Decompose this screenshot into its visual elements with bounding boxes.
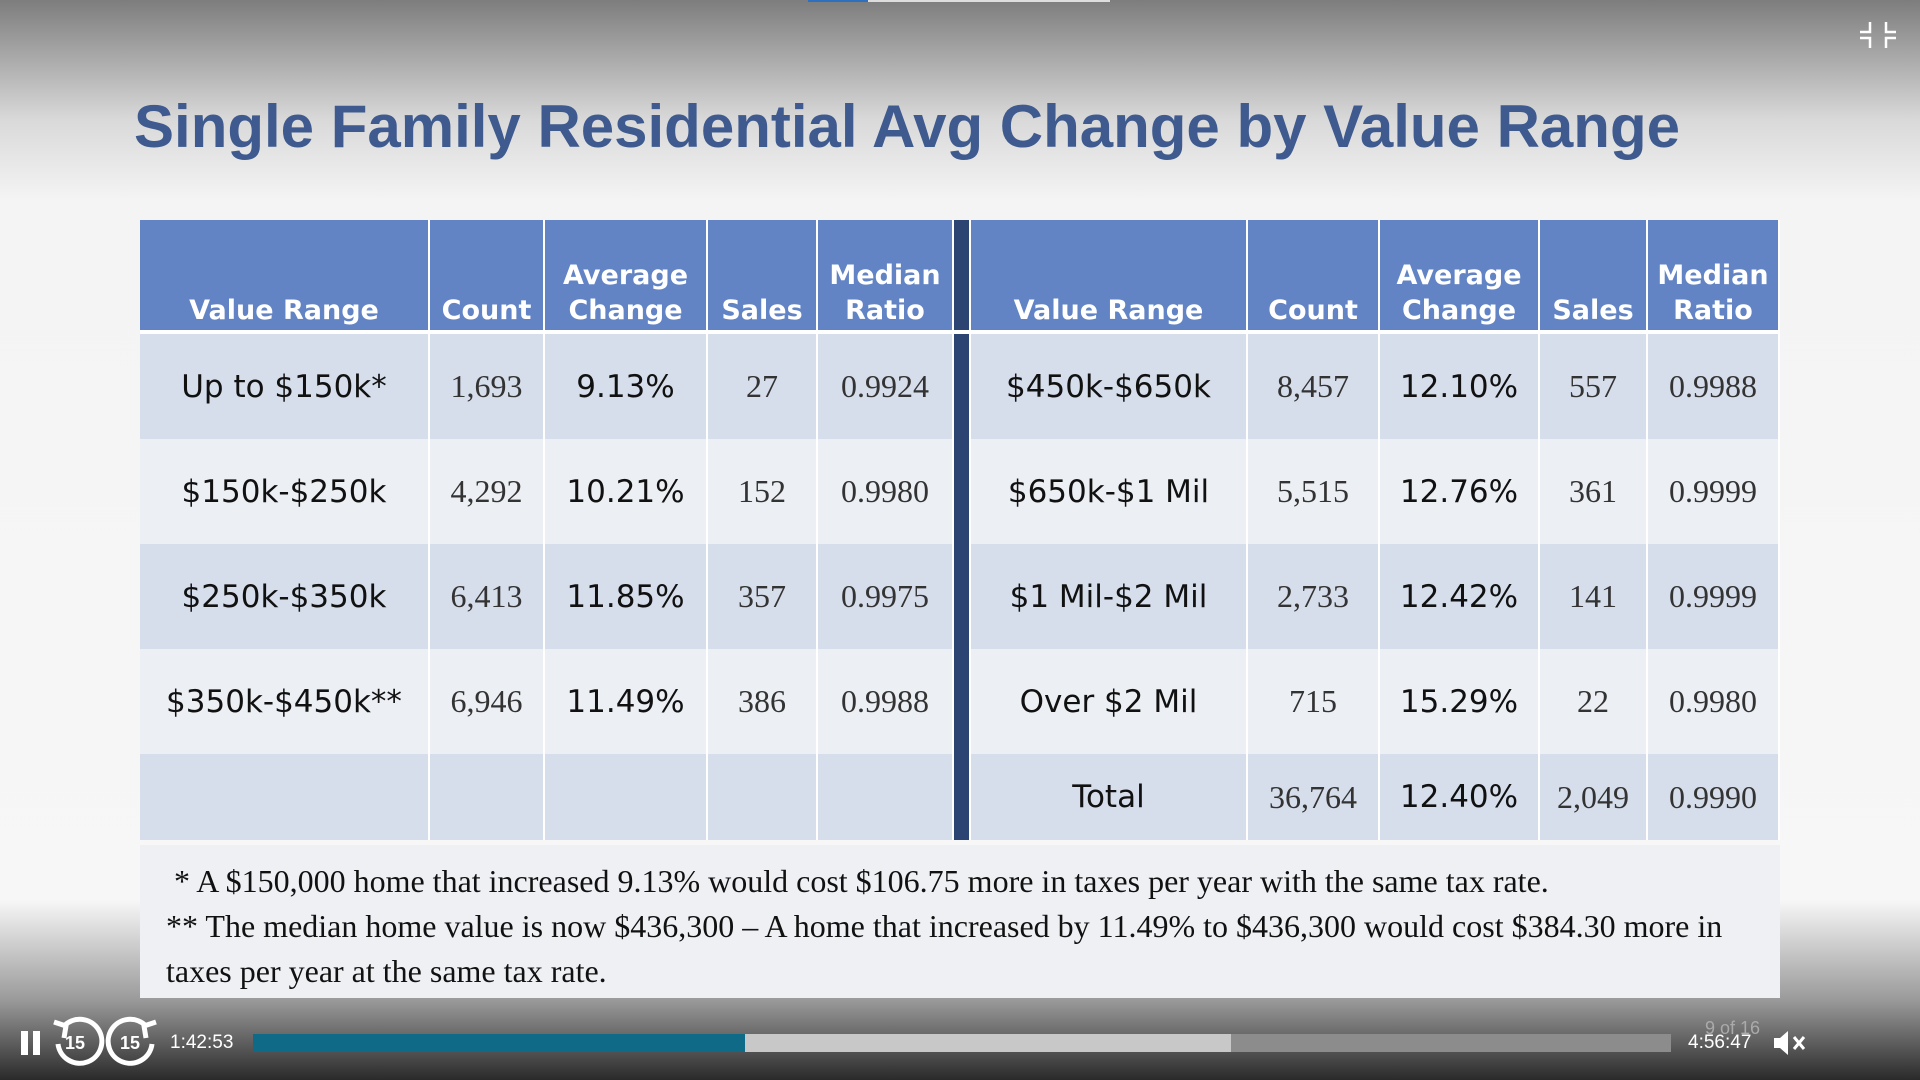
table-cell: 36,764 — [1247, 754, 1380, 840]
table-cell: $150k-$250k — [140, 439, 430, 544]
divider — [953, 332, 971, 439]
table-cell: 12.40% — [1379, 754, 1540, 840]
table-cell: $350k-$450k** — [140, 649, 430, 754]
table-cell: 5,515 — [1247, 439, 1380, 544]
empty-cell — [707, 754, 818, 840]
column-header: Sales — [707, 220, 818, 334]
table-cell: 1,693 — [429, 332, 545, 439]
table-cell: $450k-$650k — [970, 332, 1248, 439]
column-header: Sales — [1539, 220, 1648, 334]
table-cell: 8,457 — [1247, 332, 1380, 439]
skip-forward-button[interactable] — [104, 1014, 160, 1070]
footnote: * A $150,000 home that increased 9.13% w… — [174, 863, 1549, 899]
data-table: Value Range Count Average Change Sales Media… — [140, 220, 1780, 840]
table-cell: 2,733 — [1247, 544, 1380, 649]
top-progress — [808, 0, 1110, 2]
divider — [953, 220, 971, 334]
exit-fullscreen[interactable] — [1858, 20, 1898, 50]
table-cell: 0.9999 — [1647, 439, 1780, 544]
column-header: Average Change — [1379, 220, 1540, 334]
divider — [953, 544, 971, 649]
divider — [953, 649, 971, 754]
player-controls: 15 15 1:42:53 4:56:47 9 of 16 — [0, 1000, 1920, 1080]
table-cell: 6,946 — [429, 649, 545, 754]
table-cell: Total — [970, 754, 1248, 840]
table-cell: 2,049 — [1539, 754, 1648, 840]
duration: 4:56:47 — [1688, 1032, 1752, 1053]
table-cell: 9.13% — [544, 332, 708, 439]
table-cell: 0.9988 — [817, 649, 954, 754]
table-cell: 0.9988 — [1647, 332, 1780, 439]
table-row: $250k-$350k 6,413 11.85% 357 0.9975 $1 Mil-$2… — [140, 544, 1780, 649]
slide-title: Single Family Residential Avg Change by … — [134, 93, 1680, 160]
column-header: Value Range — [970, 220, 1248, 334]
empty-cell — [544, 754, 708, 840]
table-cell: 0.9924 — [817, 332, 954, 439]
table-cell: $650k-$1 Mil — [970, 439, 1248, 544]
table-cell: 12.10% — [1379, 332, 1540, 439]
column-header: Value Range — [140, 220, 430, 334]
table-cell: 141 — [1539, 544, 1648, 649]
table-cell: 152 — [707, 439, 818, 544]
played — [253, 1034, 745, 1052]
table-cell: 557 — [1539, 332, 1648, 439]
slide-counter: 9 of 16 — [1705, 1018, 1761, 1038]
table-row: $350k-$450k** 6,946 11.49% 386 0.9988 Over $2… — [140, 649, 1780, 754]
table-cell: 0.9975 — [817, 544, 954, 649]
divider — [953, 439, 971, 544]
table-cell: 11.85% — [544, 544, 708, 649]
current-time: 1:42:53 — [170, 1032, 234, 1053]
column-header: Average Change — [544, 220, 708, 334]
column-header: Median Ratio — [817, 220, 954, 334]
table-cell: 0.9980 — [817, 439, 954, 544]
table-cell: 715 — [1247, 649, 1380, 754]
table-row: $150k-$250k 4,292 10.21% 152 0.9980 $650k-$1 … — [140, 439, 1780, 544]
empty-cell — [429, 754, 545, 840]
table-row: Total 36,764 12.40% 2,049 0.9990 — [140, 754, 1780, 840]
column-header: Count — [1247, 220, 1380, 334]
table-cell: 12.76% — [1379, 439, 1540, 544]
table-cell: 27 — [707, 332, 818, 439]
table-cell: 0.9980 — [1647, 649, 1780, 754]
divider — [953, 754, 971, 840]
table-cell: $250k-$350k — [140, 544, 430, 649]
footnotes: * A $150,000 home that increased 9.13% w… — [140, 845, 1780, 998]
table-cell: 361 — [1539, 439, 1648, 544]
skip-back-label: 15 — [65, 1033, 86, 1053]
table-cell: 0.9990 — [1647, 754, 1780, 840]
table-cell: 357 — [707, 544, 818, 649]
table-row: Up to $150k* 1,693 9.13% 27 0.9924 $450k-$650… — [140, 332, 1780, 439]
mute-button[interactable] — [1772, 1028, 1812, 1058]
footnote: ** The median home value is now $436,300… — [166, 908, 1723, 989]
empty-cell — [140, 754, 430, 840]
table-cell: 15.29% — [1379, 649, 1540, 754]
skip-forward-label: 15 — [120, 1033, 141, 1053]
table-cell: Over $2 Mil — [970, 649, 1248, 754]
table-cell: 386 — [707, 649, 818, 754]
table-cell: 0.9999 — [1647, 544, 1780, 649]
table-cell: 22 — [1539, 649, 1648, 754]
skip-back-button[interactable] — [50, 1014, 106, 1070]
progress-track[interactable] — [253, 1034, 1671, 1052]
column-header: Count — [429, 220, 545, 334]
table-cell: 4,292 — [429, 439, 545, 544]
table-cell: 10.21% — [544, 439, 708, 544]
table-cell: 11.49% — [544, 649, 708, 754]
table-cell: 12.42% — [1379, 544, 1540, 649]
table-cell: Up to $150k* — [140, 332, 430, 439]
empty-cell — [817, 754, 954, 840]
table-cell: $1 Mil-$2 Mil — [970, 544, 1248, 649]
column-header: Median Ratio — [1647, 220, 1780, 334]
pause-button[interactable] — [18, 1028, 48, 1058]
table-cell: 6,413 — [429, 544, 545, 649]
